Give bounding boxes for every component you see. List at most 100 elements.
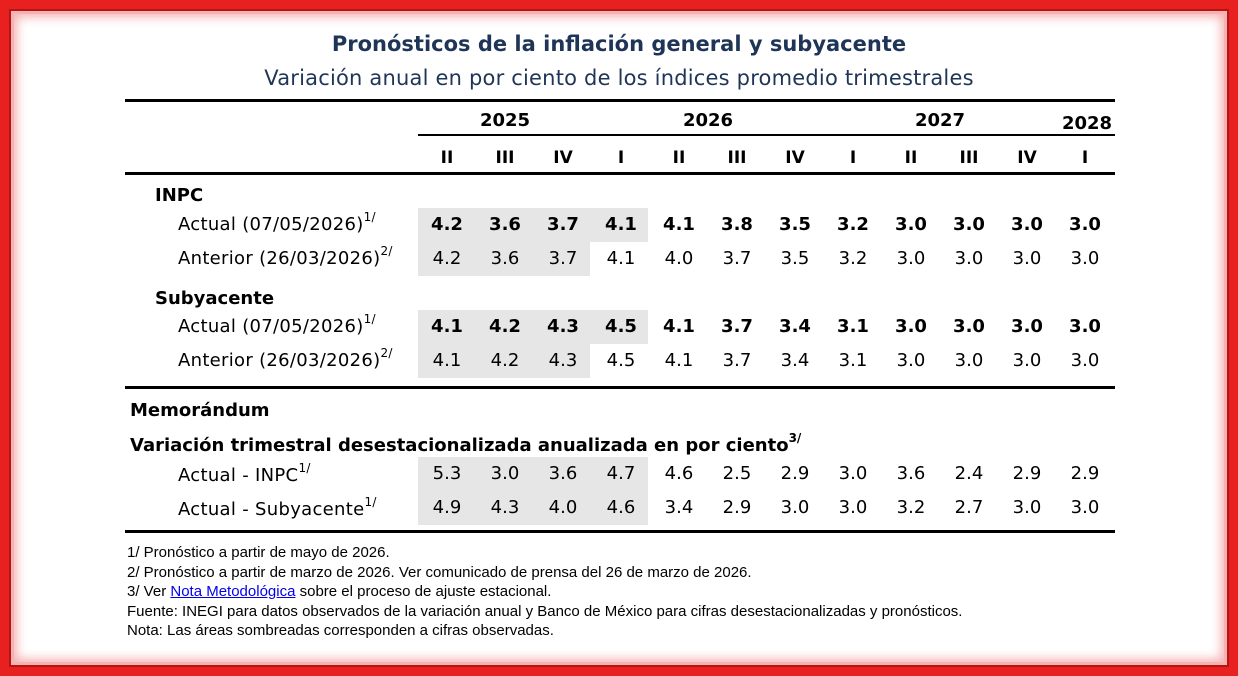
table-cell: 2.5 <box>722 463 752 484</box>
shade-sub-anterior <box>418 344 590 378</box>
table-cell: 4.7 <box>606 463 636 484</box>
table-cell: 3.0 <box>953 316 985 337</box>
table-cell: 3.6 <box>548 463 578 484</box>
rule-memo <box>125 386 1115 389</box>
row-label-text: Actual - Subyacente <box>178 499 365 520</box>
footnote-1: 1/ Pronóstico a partir de mayo de 2026. <box>127 544 390 561</box>
table-cell: 4.1 <box>664 350 694 371</box>
table-cell: 3.0 <box>1069 214 1101 235</box>
table-title: Pronósticos de la inflación general y su… <box>331 32 907 56</box>
table-cell: 3.7 <box>722 248 752 269</box>
row-label: Actual (07/05/2026)1/ <box>178 313 376 337</box>
section-variacion-text: Variación trimestral desestacionalizada … <box>130 435 789 456</box>
table-cell: 3.7 <box>548 248 578 269</box>
shade-inpc-anterior <box>418 242 590 276</box>
quarter-header: IV <box>1017 148 1037 168</box>
row-label: Anterior (26/03/2026)2/ <box>178 245 393 269</box>
nota-metodologica-link[interactable]: Nota Metodológica <box>170 583 296 600</box>
table-cell: 3.0 <box>953 214 985 235</box>
row-label-text: Actual (07/05/2026) <box>178 316 364 337</box>
table-cell: 3.5 <box>780 248 810 269</box>
table-cell: 3.0 <box>896 350 926 371</box>
table-cell: 3.5 <box>779 214 811 235</box>
table-cell: 4.3 <box>547 316 579 337</box>
footnote-3-pre: 3/ Ver <box>127 583 171 600</box>
table-cell: 4.5 <box>606 350 636 371</box>
quarter-header: III <box>495 148 515 168</box>
quarter-header: I <box>849 148 857 168</box>
table-cell: 3.8 <box>721 214 753 235</box>
row-label-text: Anterior (26/03/2026) <box>178 248 381 269</box>
table-cell: 4.0 <box>664 248 694 269</box>
year-2025: 2025 <box>479 110 531 131</box>
quarter-header: IV <box>553 148 573 168</box>
quarter-header: III <box>959 148 979 168</box>
table-cell: 3.2 <box>896 497 926 518</box>
table-cell: 4.1 <box>606 248 636 269</box>
quarter-header: III <box>727 148 747 168</box>
table-cell: 3.0 <box>1012 497 1042 518</box>
table-cell: 2.4 <box>954 463 984 484</box>
table-cell: 3.0 <box>1070 350 1100 371</box>
table-cell: 4.6 <box>664 463 694 484</box>
table-cell: 3.0 <box>1011 316 1043 337</box>
row-label-text: Actual - INPC <box>178 465 299 486</box>
quarter-header: IV <box>785 148 805 168</box>
row-label: Actual (07/05/2026)1/ <box>178 211 376 235</box>
table-cell: 3.0 <box>895 214 927 235</box>
table-cell: 4.5 <box>605 316 637 337</box>
table-cell: 3.7 <box>547 214 579 235</box>
table-cell: 3.2 <box>837 214 869 235</box>
footnote-3: 3/ Ver Nota Metodológica sobre el proces… <box>127 582 962 602</box>
table-cell: 3.1 <box>838 350 868 371</box>
rule-years <box>418 134 1115 136</box>
table-cell: 3.7 <box>721 316 753 337</box>
table-cell: 4.1 <box>605 214 637 235</box>
shade-inpc-actual <box>418 208 648 242</box>
table-subtitle: Variación anual en por ciento de los índ… <box>264 66 974 90</box>
footnote-2: 2/ Pronóstico a partir de marzo de 2026.… <box>127 563 752 581</box>
row-label: Anterior (26/03/2026)2/ <box>178 347 393 371</box>
table-cell: 4.1 <box>663 316 695 337</box>
row-label: Actual - Subyacente1/ <box>178 496 377 520</box>
row-label-text: Actual (07/05/2026) <box>178 214 364 235</box>
table-cell: 2.9 <box>780 463 810 484</box>
table-cell: 3.4 <box>779 316 811 337</box>
table-cell: 2.7 <box>954 497 984 518</box>
row-label-sup: 1/ <box>363 312 376 326</box>
rule-bottom <box>125 530 1115 533</box>
quarter-header: II <box>904 148 918 168</box>
table-cell: 3.0 <box>1011 214 1043 235</box>
year-2026: 2026 <box>682 110 734 131</box>
table-cell: 3.0 <box>490 463 520 484</box>
footnote-nota: Nota: Las áreas sombreadas corresponden … <box>127 622 554 639</box>
table-cell: 3.4 <box>780 350 810 371</box>
table-cell: 4.0 <box>548 497 578 518</box>
footnotes: 1/ Pronóstico a partir de mayo de 2026. … <box>127 543 962 641</box>
table-cell: 3.6 <box>490 248 520 269</box>
table-cell: 4.3 <box>548 350 578 371</box>
table-cell: 3.0 <box>780 497 810 518</box>
year-2027: 2027 <box>914 110 966 131</box>
table-cell: 3.7 <box>722 350 752 371</box>
table-cell: 4.1 <box>663 214 695 235</box>
table-cell: 3.0 <box>1070 497 1100 518</box>
table-cell: 3.0 <box>954 350 984 371</box>
section-memorandum: Memorándum <box>130 400 270 421</box>
table-cell: 3.0 <box>1012 248 1042 269</box>
shade-memo <box>418 457 648 525</box>
row-label-sup: 1/ <box>298 461 311 475</box>
table-cell: 3.6 <box>489 214 521 235</box>
section-variacion-sup: 3/ <box>788 431 802 445</box>
quarter-header: I <box>617 148 625 168</box>
section-inpc: INPC <box>155 185 204 206</box>
shade-sub-actual <box>418 310 648 344</box>
table-cell: 4.2 <box>431 214 463 235</box>
table-cell: 3.0 <box>954 248 984 269</box>
row-label-text: Anterior (26/03/2026) <box>178 350 381 371</box>
rule-header-bottom <box>125 172 1115 175</box>
table-cell: 3.2 <box>838 248 868 269</box>
row-label-sup: 2/ <box>380 346 393 360</box>
table-cell: 2.9 <box>1012 463 1042 484</box>
table-cell: 3.0 <box>895 316 927 337</box>
